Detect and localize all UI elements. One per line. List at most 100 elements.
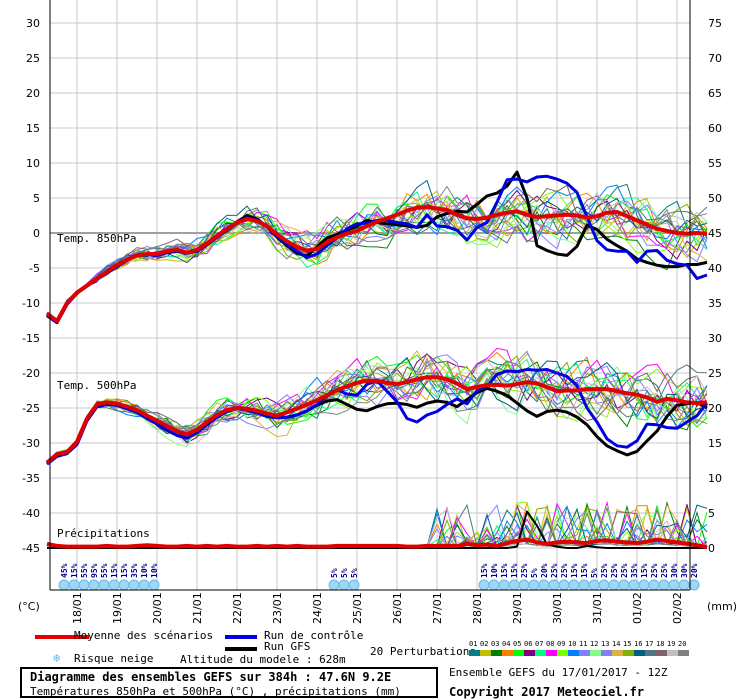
- perturbation-swatch-17: [645, 650, 656, 656]
- perturbation-swatch-04: [502, 650, 513, 656]
- snow-risk-icon: [528, 579, 540, 591]
- right-tick-label: 10: [708, 472, 722, 485]
- snow-risk-icon: [108, 579, 120, 591]
- right-tick-label: 65: [708, 87, 722, 100]
- perturbation-number: 05: [513, 640, 522, 648]
- x-tick-label: 24/01: [311, 592, 324, 624]
- series-moyenne-des-sc-narios-500hpa-: [45, 375, 708, 465]
- left-tick-label: -25: [22, 402, 40, 415]
- snow-risk-label: 5%: [330, 568, 339, 578]
- x-tick-label: 02/02: [671, 592, 684, 624]
- snow-risk-icon: [478, 579, 490, 591]
- snow-risk-label: 55%: [80, 563, 89, 578]
- snow-risk-icon: [128, 579, 140, 591]
- perturbation-swatch-15: [623, 650, 634, 656]
- snow-risk-icon: [548, 579, 560, 591]
- snow-risk-icon: [488, 579, 500, 591]
- snow-risk-icon: [568, 579, 580, 591]
- chart-title: Diagramme des ensembles GEFS sur 384h : …: [30, 670, 392, 684]
- snow-risk-label: 15%: [500, 563, 509, 578]
- snow-risk-row: 45% 15% 55% 95% 55% 15% 15% 35% 10% 10% 5% 5% 5% 15% 1…: [58, 563, 700, 591]
- perturbation-swatch-03: [491, 650, 502, 656]
- perturbation-line-11: [46, 350, 708, 462]
- legend-snow-label: Risque neige: [74, 652, 154, 665]
- legend-control-label: Run de contrôle: [264, 629, 364, 642]
- snow-risk-icon: [98, 579, 110, 591]
- left-tick-label: 5: [33, 192, 40, 205]
- snow-risk-label: 35%: [130, 563, 139, 578]
- right-axis-unit: (mm): [707, 600, 737, 613]
- perturbation-line-16: [46, 356, 708, 464]
- series-moyenne-des-sc-narios-pr-cipitations-: [46, 537, 708, 550]
- main-series: [45, 170, 709, 550]
- snow-risk-label: 15%: [510, 563, 519, 578]
- perturbation-number: 06: [524, 640, 533, 648]
- perturbation-number: 10: [568, 640, 577, 648]
- snow-risk-icon: [328, 579, 340, 591]
- perturbation-number: 16: [634, 640, 643, 648]
- series-run-gfs-pr-cipitations-: [47, 510, 707, 549]
- perturbation-number: 08: [546, 640, 555, 648]
- x-tick-label: 23/01: [271, 592, 284, 624]
- snow-risk-label: 30%: [670, 563, 679, 578]
- right-tick-label: 40: [708, 262, 722, 275]
- perturbation-swatch-07: [535, 650, 546, 656]
- snow-risk-icon: [688, 579, 700, 591]
- left-tick-label: -10: [22, 297, 40, 310]
- snow-risk-label: 20%: [540, 563, 549, 578]
- perturbation-number: 07: [535, 640, 544, 648]
- panel-label-precip: Précipitations: [57, 527, 150, 540]
- snow-risk-icon: [558, 579, 570, 591]
- right-tick-label: 0: [708, 542, 715, 555]
- snow-risk-label: 45%: [60, 563, 69, 578]
- title-box: Diagramme des ensembles GEFS sur 384h : …: [20, 667, 438, 698]
- chart-subtitle: Températures 850hPa et 500hPa (°C) , pré…: [30, 685, 401, 698]
- snow-risk-label: 10%: [140, 563, 149, 578]
- perturbation-number: 04: [502, 640, 511, 648]
- perturbation-swatch-10: [568, 650, 579, 656]
- snow-risk-label: 5%: [530, 568, 539, 578]
- x-tick-label: 20/01: [151, 592, 164, 624]
- snow-risk-icon: [88, 579, 100, 591]
- perturbation-swatch-19: [667, 650, 678, 656]
- left-tick-label: -15: [22, 332, 40, 345]
- left-axis-unit: (°C): [18, 600, 40, 613]
- snow-risk-label: 15%: [570, 563, 579, 578]
- snow-risk-label: 5%: [340, 568, 349, 578]
- perturbation-number: 19: [667, 640, 676, 648]
- legend-gfs-label: Run GFS: [264, 640, 311, 653]
- right-tick-label: 15: [708, 437, 722, 450]
- snow-risk-label: 5%: [590, 568, 599, 578]
- snow-risk-label: 25%: [620, 563, 629, 578]
- snow-risk-icon: [678, 579, 690, 591]
- snow-risk-label: 15%: [580, 563, 589, 578]
- perturbation-line-04: [46, 192, 708, 321]
- left-tick-label: 30: [26, 17, 40, 30]
- snow-risk-label: 25%: [660, 563, 669, 578]
- perturbation-number: 03: [491, 640, 500, 648]
- grid: [50, 0, 690, 590]
- snow-risk-label: 55%: [100, 563, 109, 578]
- snow-risk-label: 25%: [610, 563, 619, 578]
- snow-risk-label: 10%: [150, 563, 159, 578]
- snow-risk-label: 10%: [490, 563, 499, 578]
- perturbation-swatch-20: [678, 650, 689, 656]
- snow-risk-icon: [78, 579, 90, 591]
- snow-risk-icon: [598, 579, 610, 591]
- snow-risk-icon: [668, 579, 680, 591]
- right-tick-label: 5: [708, 507, 715, 520]
- x-tick-label: 30/01: [551, 592, 564, 624]
- perturbation-number: 20: [678, 640, 687, 648]
- snow-risk-label: 15%: [110, 563, 119, 578]
- left-tick-label: -5: [29, 262, 40, 275]
- x-tick-label: 01/02: [631, 592, 644, 624]
- perturbation-swatch-11: [579, 650, 590, 656]
- perturbation-number: 12: [590, 640, 599, 648]
- perturbation-number: 11: [579, 640, 588, 648]
- snow-risk-label: 15%: [640, 563, 649, 578]
- perturbation-number: 01: [469, 640, 478, 648]
- left-tick-label: -35: [22, 472, 40, 485]
- perturbation-swatch-05: [513, 650, 524, 656]
- x-tick-label: 22/01: [231, 592, 244, 624]
